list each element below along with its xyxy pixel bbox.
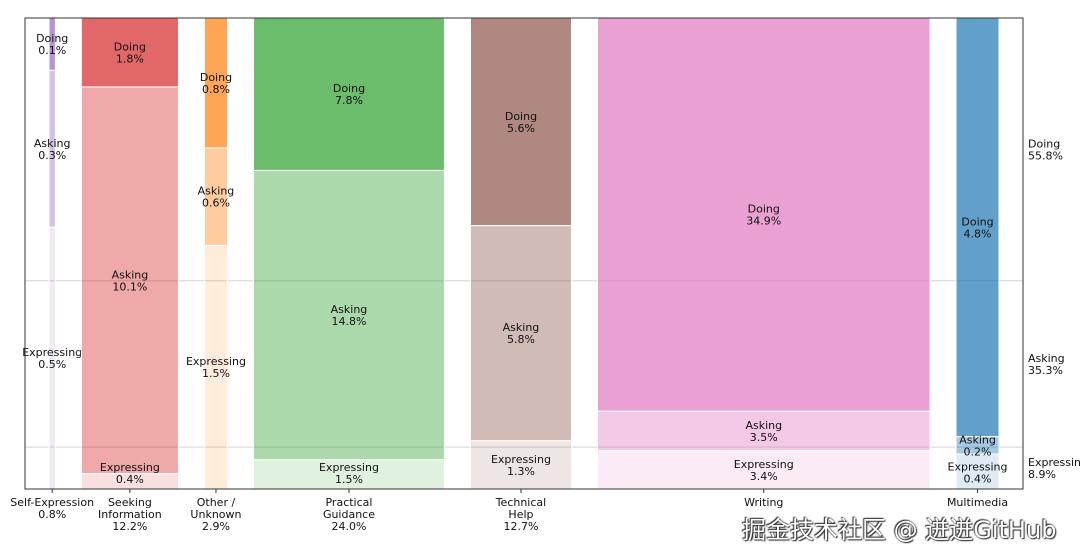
bar-writing-asking xyxy=(596,410,931,452)
bar-label-multimedia-asking: Asking 0.2% xyxy=(959,433,996,458)
bar-label-other-unknown-asking: Asking 0.6% xyxy=(198,185,235,210)
bar-technical-help-asking xyxy=(469,225,572,442)
bar-practical-guidance-asking xyxy=(252,169,445,461)
bar-label-self-expression-doing: Doing 0.1% xyxy=(36,32,68,57)
bar-seeking-information-asking xyxy=(80,86,179,475)
bar-label-technical-help-asking: Asking 5.8% xyxy=(503,321,540,346)
x-tick-label-multimedia: Multimedia xyxy=(947,496,1008,509)
bar-label-technical-help-doing: Doing 5.6% xyxy=(505,110,537,135)
x-tick-label-self-expression: Self-Expression 0.8% xyxy=(10,496,94,521)
bar-label-practical-guidance-asking: Asking 14.8% xyxy=(331,303,368,328)
bar-label-multimedia-expressing: Expressing 0.4% xyxy=(948,460,1008,485)
bar-label-seeking-information-expressing: Expressing 0.4% xyxy=(100,461,160,486)
x-tick-label-seeking-information: Seeking Information 12.2% xyxy=(98,496,162,533)
bar-label-seeking-information-asking: Asking 10.1% xyxy=(112,268,149,293)
bar-label-practical-guidance-doing: Doing 7.8% xyxy=(333,82,365,107)
x-tick-label-practical-guidance: Practical Guidance 24.0% xyxy=(323,496,375,533)
bar-label-self-expression-asking: Asking 0.3% xyxy=(34,137,71,162)
bar-writing-doing xyxy=(596,17,931,412)
bar-technical-help-doing xyxy=(469,17,572,227)
bar-label-writing-expressing: Expressing 3.4% xyxy=(734,458,794,483)
bar-label-multimedia-doing: Doing 4.8% xyxy=(961,215,993,240)
x-tick-label-writing: Writing xyxy=(744,496,783,509)
total-label-asking: Asking 35.3% xyxy=(1028,352,1065,377)
bar-label-practical-guidance-expressing: Expressing 1.5% xyxy=(319,461,379,486)
bar-multimedia-expressing xyxy=(955,453,1000,490)
x-tick-label-other-unknown: Other / Unknown 2.9% xyxy=(190,496,241,533)
plot-frame xyxy=(24,17,1024,490)
total-label-expressing: Expressing8.9% xyxy=(1028,456,1080,481)
bar-label-writing-doing: Doing 34.9% xyxy=(746,203,781,228)
x-tick-label-technical-help: Technical Help 12.7% xyxy=(495,496,547,533)
bar-label-writing-asking: Asking 3.5% xyxy=(745,419,782,444)
bar-label-other-unknown-expressing: Expressing 1.5% xyxy=(186,355,246,380)
bar-label-technical-help-expressing: Expressing 1.3% xyxy=(491,453,551,478)
bar-seeking-information-doing xyxy=(80,17,179,88)
total-label-doing: Doing 55.8% xyxy=(1028,137,1063,162)
bar-label-other-unknown-doing: Doing 0.8% xyxy=(200,71,232,96)
watermark: 掘金技术社区 @ 迸迸GitHub xyxy=(742,516,1057,544)
bar-multimedia-doing xyxy=(955,17,1000,438)
bar-writing-expressing xyxy=(596,450,931,490)
bar-label-self-expression-expressing: Expressing 0.5% xyxy=(22,346,82,371)
bar-label-seeking-information-doing: Doing 1.8% xyxy=(114,40,146,65)
